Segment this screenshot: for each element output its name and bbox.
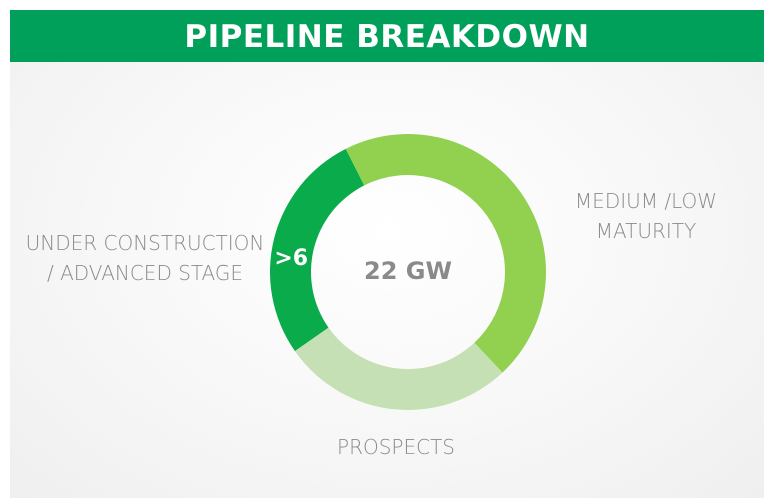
data-label: >6 xyxy=(274,246,308,271)
category-label: MEDIUM /LOW MATURITY xyxy=(574,189,718,243)
panel: PIPELINE BREAKDOWN xyxy=(10,10,764,498)
center-label: 22 GW xyxy=(364,257,452,285)
category-label: UNDER CONSTRUCTION / ADVANCED STAGE xyxy=(25,231,265,285)
donut-segment xyxy=(270,148,365,352)
donut-segment xyxy=(345,133,547,373)
donut-segment xyxy=(294,327,503,410)
category-label: PROSPECTS xyxy=(337,435,455,459)
chart-title: PIPELINE BREAKDOWN xyxy=(10,10,764,62)
